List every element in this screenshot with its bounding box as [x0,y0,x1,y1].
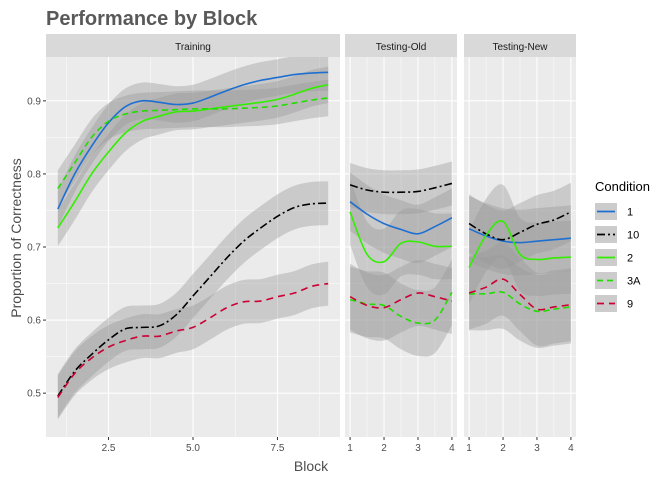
facet-strip-label: Testing-New [492,42,548,53]
facet-strip-label: Training [175,42,211,53]
legend-key-background [595,272,617,289]
x-tick-label: 1 [466,443,472,454]
legend-entry-2: 2 [595,249,633,266]
facet-strip-label: Testing-Old [376,42,427,53]
confidence-band-10 [469,182,571,269]
confidence-band-3A [57,79,329,207]
confidence-band-3A [350,259,452,357]
chart-title: Performance by Block [46,8,258,30]
x-tick-label: 5.0 [186,443,200,454]
legend-entry-9: 9 [595,295,633,312]
legend-entry-10: 10 [595,226,639,243]
series-line-1 [57,71,329,210]
x-tick-label: 2 [381,443,387,454]
y-axis: 0.5 0.6 0.7 0.8 0.9 [27,96,46,400]
y-tick-label: 0.8 [27,169,41,180]
series-line-3A [57,97,329,189]
facet-panel-testing-new: 1 2 3 4 Testing-New [464,34,576,454]
legend-key-background [595,295,617,312]
x-tick-label: 7.5 [271,443,285,454]
y-tick-label: 0.5 [27,389,41,400]
x-tick-label: 1 [347,443,353,454]
series-line-9 [349,292,453,309]
confidence-band-1 [57,54,329,228]
confidence-band-10 [57,181,329,418]
series-line-9 [57,282,329,398]
series-line-2 [57,83,329,229]
confidence-band-1 [469,195,571,276]
legend-label: 3A [627,276,641,288]
series-line-2 [349,211,452,264]
y-axis-title: Proportion of Correctness [8,158,24,318]
series-line-10 [57,202,329,397]
legend-label: 9 [627,299,633,311]
x-tick-label: 3 [415,443,421,454]
x-tick-label: 3 [534,443,540,454]
facet-panel-training: 2.5 5.0 7.5 Training [46,34,340,454]
legend-label: 10 [627,230,639,242]
series-line-10 [349,182,453,194]
legend-title: Condition [595,179,650,194]
series-line-3A [349,291,453,325]
facet-strip [464,34,576,57]
confidence-band-2 [350,179,452,296]
confidence-band-1 [350,172,452,264]
x-tick-label: 4 [449,443,455,454]
series-line-2 [468,220,571,268]
confidence-band-10 [350,161,452,215]
legend: 1 10 2 3A 9 [595,203,641,312]
legend-label: 2 [627,253,633,265]
panels-layer: 2.5 5.0 7.5 Training 1 2 3 4 Testing-Old 1 2 3 4 Test… [46,34,576,454]
x-axis-title: Block [294,458,329,474]
series-line-3A [469,290,572,313]
legend-key-background [595,226,617,243]
legend-label: 1 [627,207,633,219]
confidence-band-2 [469,184,571,304]
confidence-band-2 [57,66,329,247]
x-tick-label: 2.5 [102,443,116,454]
legend-entry-1: 1 [595,203,633,220]
x-tick-label: 2 [500,443,506,454]
series-line-10 [468,211,572,241]
series-line-9 [468,278,572,311]
y-tick-label: 0.9 [27,96,41,107]
y-tick-label: 0.7 [27,243,41,254]
facet-panel-testing-old: 1 2 3 4 Testing-Old [345,34,457,454]
x-tick-label: 4 [568,443,574,454]
series-line-1 [349,201,453,235]
confidence-band-3A [469,255,571,349]
legend-entry-3A: 3A [595,272,641,289]
y-tick-label: 0.6 [27,316,41,327]
facet-strip [46,34,340,57]
facet-strip [345,34,457,57]
